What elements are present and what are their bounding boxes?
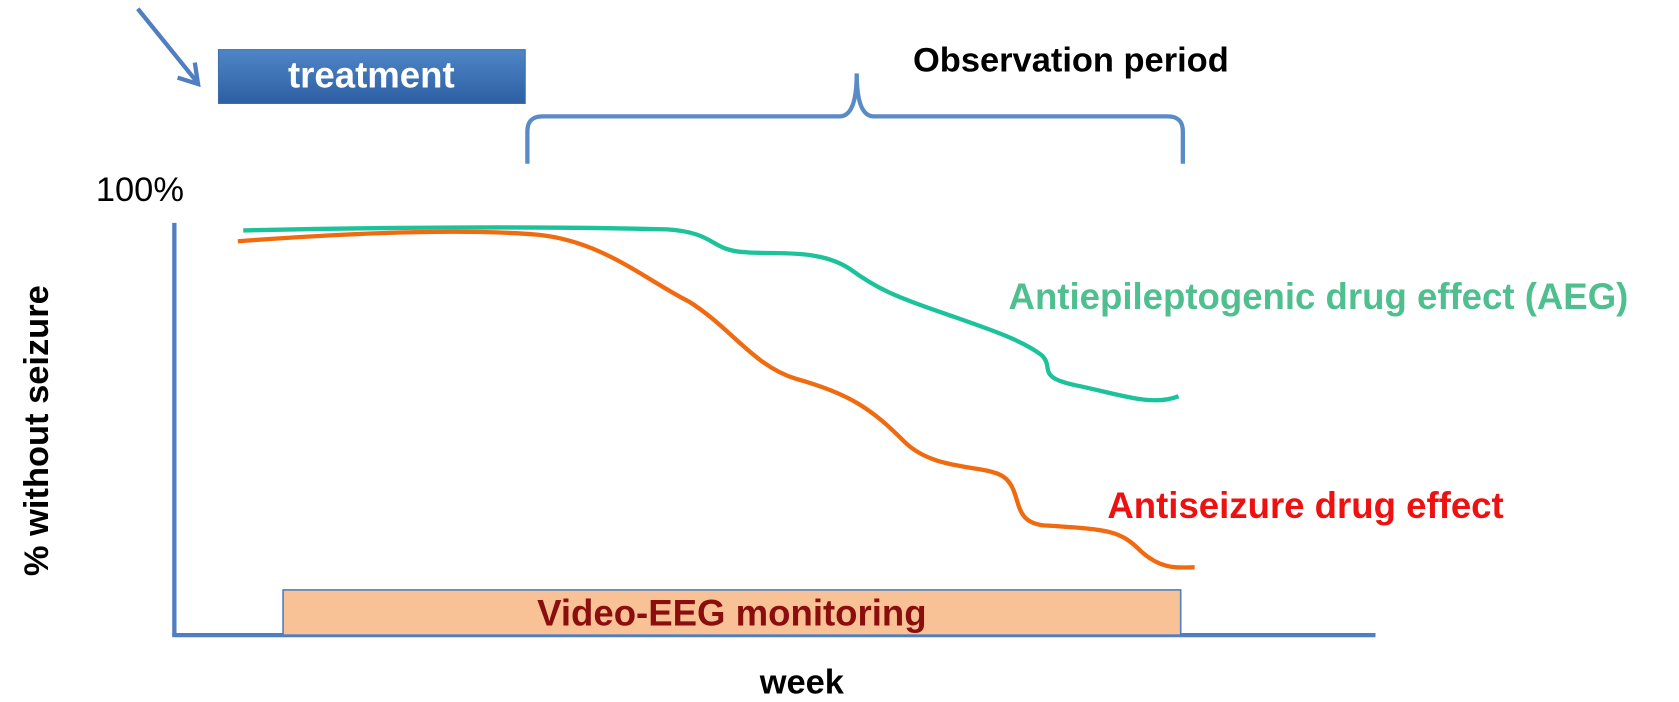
antiseizure-curve <box>237 229 1195 570</box>
observation-brace <box>525 73 1185 164</box>
monitoring-label: Video-EEG monitoring <box>537 592 927 633</box>
y-top-label: 100% <box>96 171 184 209</box>
x-axis-label: week <box>759 664 845 702</box>
y-axis-label: % without seizure <box>18 285 56 576</box>
treatment-box <box>217 49 526 104</box>
observation-label: Observation period <box>913 42 1229 80</box>
aeg-curve <box>243 225 1180 403</box>
aeg-label: Antiepileptogenic drug effect (AEG) <box>1009 276 1629 317</box>
treatment-label: treatment <box>288 54 455 95</box>
pointer-arrowhead <box>176 62 201 88</box>
antiseizure-label: Antiseizure drug effect <box>1107 485 1503 526</box>
pointer-arrow <box>136 7 199 84</box>
monitoring-box <box>282 589 1182 636</box>
